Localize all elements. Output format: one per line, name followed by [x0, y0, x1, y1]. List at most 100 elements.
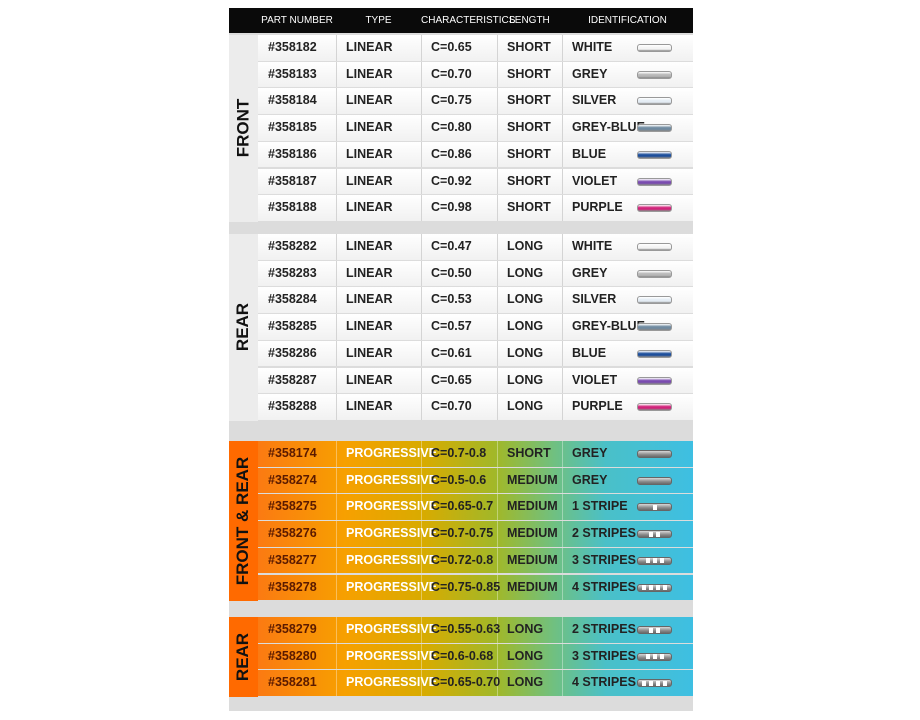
- table-cell: WHITE: [572, 40, 613, 54]
- table-cell: C=0.75: [431, 93, 472, 108]
- swatch-stripe: [659, 558, 664, 564]
- table-cell: GREY: [572, 472, 608, 487]
- cell-divider: [497, 195, 498, 221]
- cell-divider: [421, 670, 422, 697]
- table-cell: C=0.65-0.70: [431, 675, 501, 690]
- table-cell: LINEAR: [346, 239, 393, 253]
- table-cell: MEDIUM: [507, 552, 558, 567]
- table-row: [258, 367, 693, 394]
- table-cell: LINEAR: [346, 173, 393, 188]
- cell-divider: [497, 574, 498, 601]
- cell-divider: [562, 260, 563, 287]
- table-cell: SILVER: [572, 292, 617, 307]
- table-cell: BLUE: [572, 146, 607, 161]
- table-cell: SILVER: [572, 93, 617, 108]
- cell-divider: [336, 574, 337, 601]
- cell-divider: [497, 88, 498, 115]
- cell-divider: [336, 547, 337, 574]
- cell-divider: [336, 234, 337, 260]
- cell-divider: [497, 643, 498, 670]
- cell-divider: [562, 287, 563, 314]
- identification-swatch: [637, 349, 672, 358]
- cell-divider: [497, 494, 498, 521]
- cell-divider: [336, 394, 337, 420]
- cell-divider: [421, 547, 422, 574]
- cell-divider: [497, 260, 498, 287]
- identification-swatch: [637, 269, 672, 278]
- table-cell: C=0.75-0.85: [431, 579, 501, 594]
- table-cell: C=0.70: [431, 66, 472, 81]
- table-row: [258, 340, 693, 367]
- cell-divider: [562, 115, 563, 141]
- table-cell: VIOLET: [572, 372, 618, 387]
- table-cell: #358288: [268, 399, 317, 414]
- header-cell: LENGTH: [509, 15, 550, 26]
- cell-divider: [421, 643, 422, 670]
- table-cell: SHORT: [507, 146, 551, 161]
- cell-divider: [421, 521, 422, 547]
- cell-divider: [421, 234, 422, 260]
- table-row: [258, 141, 693, 168]
- cell-divider: [336, 141, 337, 168]
- table-cell: C=0.50: [431, 265, 472, 280]
- table-cell: LINEAR: [346, 319, 393, 334]
- table-cell: #358286: [268, 345, 317, 360]
- table-cell: #358184: [268, 93, 317, 108]
- table-cell: #358284: [268, 292, 317, 307]
- cell-divider: [497, 168, 498, 195]
- table-cell: LONG: [507, 399, 544, 414]
- table-cell: LONG: [507, 372, 544, 387]
- cell-divider: [421, 314, 422, 340]
- table-cell: C=0.65: [431, 40, 472, 54]
- table-cell: PROGRESSIVE: [346, 446, 437, 460]
- swatch-stripe: [659, 654, 664, 660]
- table-cell: #358285: [268, 319, 317, 334]
- swatch-stripe: [656, 585, 660, 590]
- identification-swatch: [637, 296, 672, 305]
- swatch-stripe: [652, 504, 657, 510]
- cell-divider: [497, 314, 498, 340]
- header-bar: [229, 8, 693, 33]
- swatch-stripe: [652, 558, 657, 564]
- cell-divider: [421, 494, 422, 521]
- table-row: [258, 617, 693, 643]
- table-cell: C=0.92: [431, 173, 472, 188]
- cell-divider: [421, 61, 422, 88]
- table-cell: LONG: [507, 292, 544, 307]
- swatch-stripe: [645, 558, 650, 564]
- table-row: [258, 88, 693, 115]
- cell-divider: [421, 141, 422, 168]
- table-cell: LINEAR: [346, 292, 393, 307]
- table-row: [258, 494, 693, 521]
- cell-divider: [336, 195, 337, 221]
- cell-divider: [497, 467, 498, 494]
- cell-divider: [497, 141, 498, 168]
- table-cell: LINEAR: [346, 40, 393, 54]
- table-cell: #358278: [268, 579, 317, 594]
- table-cell: #358183: [268, 66, 317, 81]
- swatch-stripe: [649, 531, 653, 537]
- table-cell: #358187: [268, 173, 317, 188]
- table-cell: #358280: [268, 648, 317, 663]
- cell-divider: [497, 521, 498, 547]
- table-cell: C=0.65: [431, 372, 472, 387]
- identification-swatch: [637, 376, 672, 385]
- table-row: [258, 260, 693, 287]
- identification-swatch: [637, 679, 672, 688]
- table-cell: C=0.72-0.8: [431, 552, 494, 567]
- identification-swatch: [637, 243, 672, 251]
- table-cell: SHORT: [507, 446, 551, 460]
- identification-swatch: [637, 97, 672, 106]
- cell-divider: [497, 441, 498, 467]
- table-cell: 1 STRIPE: [572, 499, 628, 514]
- table-cell: SHORT: [507, 93, 551, 108]
- table-cell: LINEAR: [346, 265, 393, 280]
- identification-swatch: [637, 44, 672, 52]
- table-row: [258, 547, 693, 574]
- cell-divider: [421, 394, 422, 420]
- cell-divider: [336, 521, 337, 547]
- section-label: FRONT: [229, 35, 258, 222]
- cell-divider: [562, 617, 563, 643]
- cell-divider: [497, 394, 498, 420]
- table-row: [258, 670, 693, 697]
